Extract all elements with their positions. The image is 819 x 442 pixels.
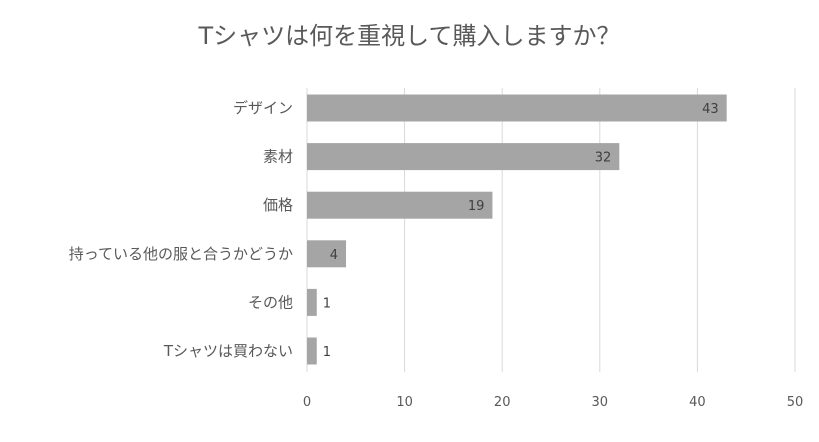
bar xyxy=(307,191,493,219)
category-label: その他 xyxy=(248,293,293,311)
bar xyxy=(307,143,620,171)
category-label: 素材 xyxy=(263,148,293,166)
x-tick-label: 40 xyxy=(689,395,706,410)
data-label: 1 xyxy=(323,345,331,360)
x-tick-label: 0 xyxy=(303,395,311,410)
category-label: 持っている他の服と合うかどうか xyxy=(69,245,293,263)
bar xyxy=(307,288,317,316)
category-label: デザイン xyxy=(233,99,293,117)
bar xyxy=(307,94,727,122)
x-tick-label: 20 xyxy=(494,395,511,410)
data-label: 43 xyxy=(702,102,719,117)
bar xyxy=(307,337,317,365)
chart-title: Tシャツは何を重視して購入しますか？ xyxy=(198,22,621,50)
category-label: 価格 xyxy=(263,196,293,214)
data-label: 1 xyxy=(323,296,331,311)
x-tick-label: 10 xyxy=(396,395,413,410)
data-label: 32 xyxy=(595,151,612,166)
x-tick-label: 50 xyxy=(787,395,804,410)
x-tick-label: 30 xyxy=(592,395,609,410)
bar xyxy=(307,240,347,268)
data-label: 19 xyxy=(468,199,485,214)
data-label: 4 xyxy=(330,248,338,263)
category-label: Tシャツは買わない xyxy=(163,342,293,360)
